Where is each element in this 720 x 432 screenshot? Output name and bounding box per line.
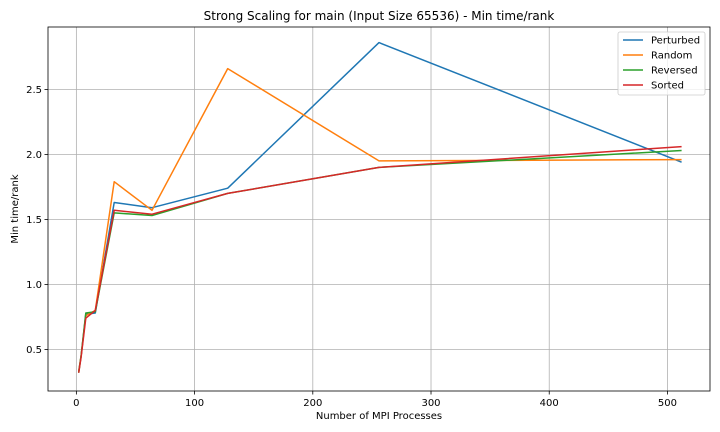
- chart-title: Strong Scaling for main (Input Size 6553…: [204, 9, 555, 23]
- x-tick-label: 300: [421, 398, 440, 409]
- y-tick-label: 2.5: [26, 85, 42, 96]
- legend-label-perturbed: Perturbed: [651, 36, 700, 47]
- legend-label-sorted: Sorted: [651, 81, 684, 92]
- series-line-perturbed: [77, 41, 682, 372]
- legend-box: [617, 31, 706, 96]
- series-line-random: [77, 67, 682, 372]
- y-axis-ticks: 0.5 1.0 1.5 2.0 2.5: [26, 85, 48, 356]
- series-line-reversed: [77, 149, 682, 373]
- legend-label-random: Random: [651, 51, 692, 62]
- x-tick-label: 100: [185, 398, 204, 409]
- y-tick-label: 0.5: [26, 345, 42, 356]
- plot-area-frame: [47, 26, 711, 392]
- x-tick-label: 200: [303, 398, 322, 409]
- legend-label-reversed: Reversed: [651, 66, 698, 77]
- x-tick-label: 500: [658, 398, 677, 409]
- y-tick-label: 1.5: [26, 215, 42, 226]
- grid: [48, 27, 710, 391]
- x-tick-label: 400: [540, 398, 559, 409]
- y-axis-label: Min time/rank: [10, 174, 21, 243]
- legend: Perturbed Random Reversed Sorted: [617, 31, 706, 96]
- series-lines: [77, 41, 682, 373]
- y-tick-label: 2.0: [26, 150, 42, 161]
- y-tick-label: 1.0: [26, 280, 42, 291]
- x-axis-ticks: 0 100 200 300 400 500: [73, 391, 677, 409]
- x-axis-label: Number of MPI Processes: [316, 411, 442, 422]
- series-line-sorted: [77, 145, 682, 373]
- x-tick-label: 0: [73, 398, 79, 409]
